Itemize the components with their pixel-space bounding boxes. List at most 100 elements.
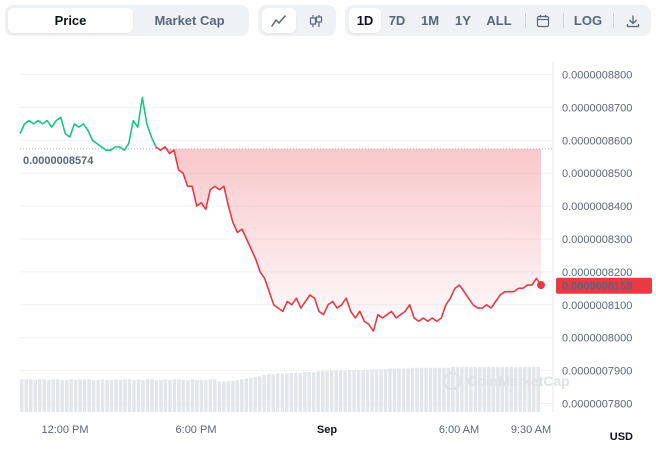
- range-1y-button[interactable]: 1Y: [455, 13, 471, 28]
- price-line-up: [19, 96, 157, 151]
- log-scale-button[interactable]: LOG: [573, 13, 603, 28]
- volume-bar: [433, 367, 437, 412]
- range-all-button[interactable]: ALL: [486, 13, 512, 28]
- y-tick-label: 0.0000008000: [562, 333, 632, 345]
- volume-bar: [500, 367, 505, 412]
- volume-bar: [141, 380, 145, 412]
- volume-bar: [217, 381, 222, 412]
- y-tick-label: 0.0000008100: [562, 300, 632, 312]
- volume-bar: [316, 371, 320, 412]
- volume-bar: [172, 379, 177, 412]
- volume-bar: [379, 369, 383, 412]
- toolbar-divider: [525, 13, 526, 28]
- volume-bar: [276, 373, 280, 412]
- line-chart-icon: [271, 14, 286, 27]
- volume-bar: [302, 372, 307, 412]
- chart-view-switch: [258, 5, 336, 36]
- volume-bar: [262, 374, 267, 412]
- current-price-dot: [537, 281, 545, 290]
- x-tick-label: 9:30 AM: [511, 424, 551, 436]
- volume-bar: [298, 372, 302, 412]
- volume-bar: [249, 377, 253, 412]
- current-price-label: 0.0000008158: [562, 281, 632, 293]
- volume-bar: [46, 380, 51, 412]
- volume-bar: [64, 380, 69, 412]
- volume-bar: [208, 379, 213, 412]
- volume-bar: [469, 367, 473, 412]
- volume-bar: [410, 367, 415, 412]
- volume-bar: [334, 370, 338, 412]
- volume-bar: [100, 379, 105, 412]
- volume-bar: [289, 372, 293, 412]
- volume-bar: [24, 379, 28, 412]
- coinmarketcap-logo-icon: [443, 372, 461, 390]
- y-tick-label: 0.0000008200: [562, 267, 632, 279]
- volume-bar: [352, 369, 356, 412]
- volume-bar: [109, 380, 114, 412]
- y-tick-label: 0.0000007800: [562, 399, 632, 411]
- currency-label: USD: [610, 431, 633, 443]
- volume-bar: [271, 374, 276, 412]
- volume-bar: [159, 380, 163, 412]
- volume-bar: [154, 380, 159, 412]
- volume-bar: [186, 380, 190, 412]
- volume-bar: [190, 379, 195, 412]
- volume-bar: [388, 368, 392, 412]
- price-chart-svg[interactable]: CoinMarketCap 0.0000008574 0.0000008800 0…: [0, 44, 656, 453]
- y-tick-label: 0.0000008700: [562, 102, 632, 114]
- line-view-button[interactable]: [262, 8, 296, 33]
- volume-bar: [428, 367, 433, 412]
- range-7d-button[interactable]: 7D: [388, 13, 406, 28]
- volume-bar: [87, 379, 91, 412]
- volume-bar: [478, 367, 482, 412]
- volume-bar: [267, 374, 271, 412]
- volume-bar: [329, 370, 334, 412]
- volume-bar: [311, 372, 316, 412]
- download-icon: [626, 15, 640, 27]
- volume-bar: [442, 367, 446, 412]
- tab-price[interactable]: Price: [8, 8, 133, 33]
- volume-bar: [222, 381, 226, 412]
- volume-bar: [406, 368, 410, 412]
- tab-market-cap[interactable]: Market Cap: [154, 13, 225, 28]
- volume-bar: [150, 379, 154, 412]
- x-tick-label: Sep: [317, 424, 337, 436]
- volume-bar: [114, 379, 118, 412]
- toolbar-divider: [613, 13, 614, 28]
- volume-bar: [199, 380, 204, 412]
- price-chart[interactable]: CoinMarketCap 0.0000008574 0.0000008800 0…: [0, 44, 656, 453]
- candlestick-icon: [309, 14, 323, 27]
- volume-bar: [73, 380, 78, 412]
- volume-bar: [195, 380, 199, 412]
- volume-bar: [82, 379, 87, 412]
- range-1d-button[interactable]: 1D: [349, 8, 381, 33]
- volume-bar: [343, 370, 347, 412]
- calendar-icon: [536, 14, 550, 27]
- x-tick-label: 6:00 PM: [176, 424, 217, 436]
- volume-bar: [226, 380, 231, 412]
- volume-bar: [392, 368, 397, 412]
- volume-bar: [284, 373, 289, 412]
- volume-bar: [401, 368, 406, 412]
- volume-bar: [460, 367, 464, 412]
- y-tick-label: 0.0000008300: [562, 234, 632, 246]
- volume-bar: [532, 367, 536, 412]
- volume-bar: [168, 380, 172, 412]
- volume-bar: [361, 369, 365, 412]
- volume-bar: [347, 369, 352, 412]
- volume-bar: [505, 367, 509, 412]
- volume-bar: [356, 369, 361, 412]
- volume-bar: [51, 379, 55, 412]
- volume-bar: [37, 379, 42, 412]
- x-tick-label: 6:00 AM: [439, 424, 479, 436]
- candlestick-view-button[interactable]: [300, 8, 332, 33]
- volume-bar: [496, 367, 500, 412]
- download-button[interactable]: [619, 8, 647, 33]
- range-1m-button[interactable]: 1M: [420, 13, 440, 28]
- volume-bar: [509, 367, 514, 412]
- y-tick-label: 0.0000008600: [562, 135, 632, 147]
- volume-bar: [518, 367, 523, 412]
- calendar-button[interactable]: [530, 8, 556, 33]
- y-tick-label: 0.0000007900: [562, 366, 632, 378]
- volume-bar: [446, 367, 451, 412]
